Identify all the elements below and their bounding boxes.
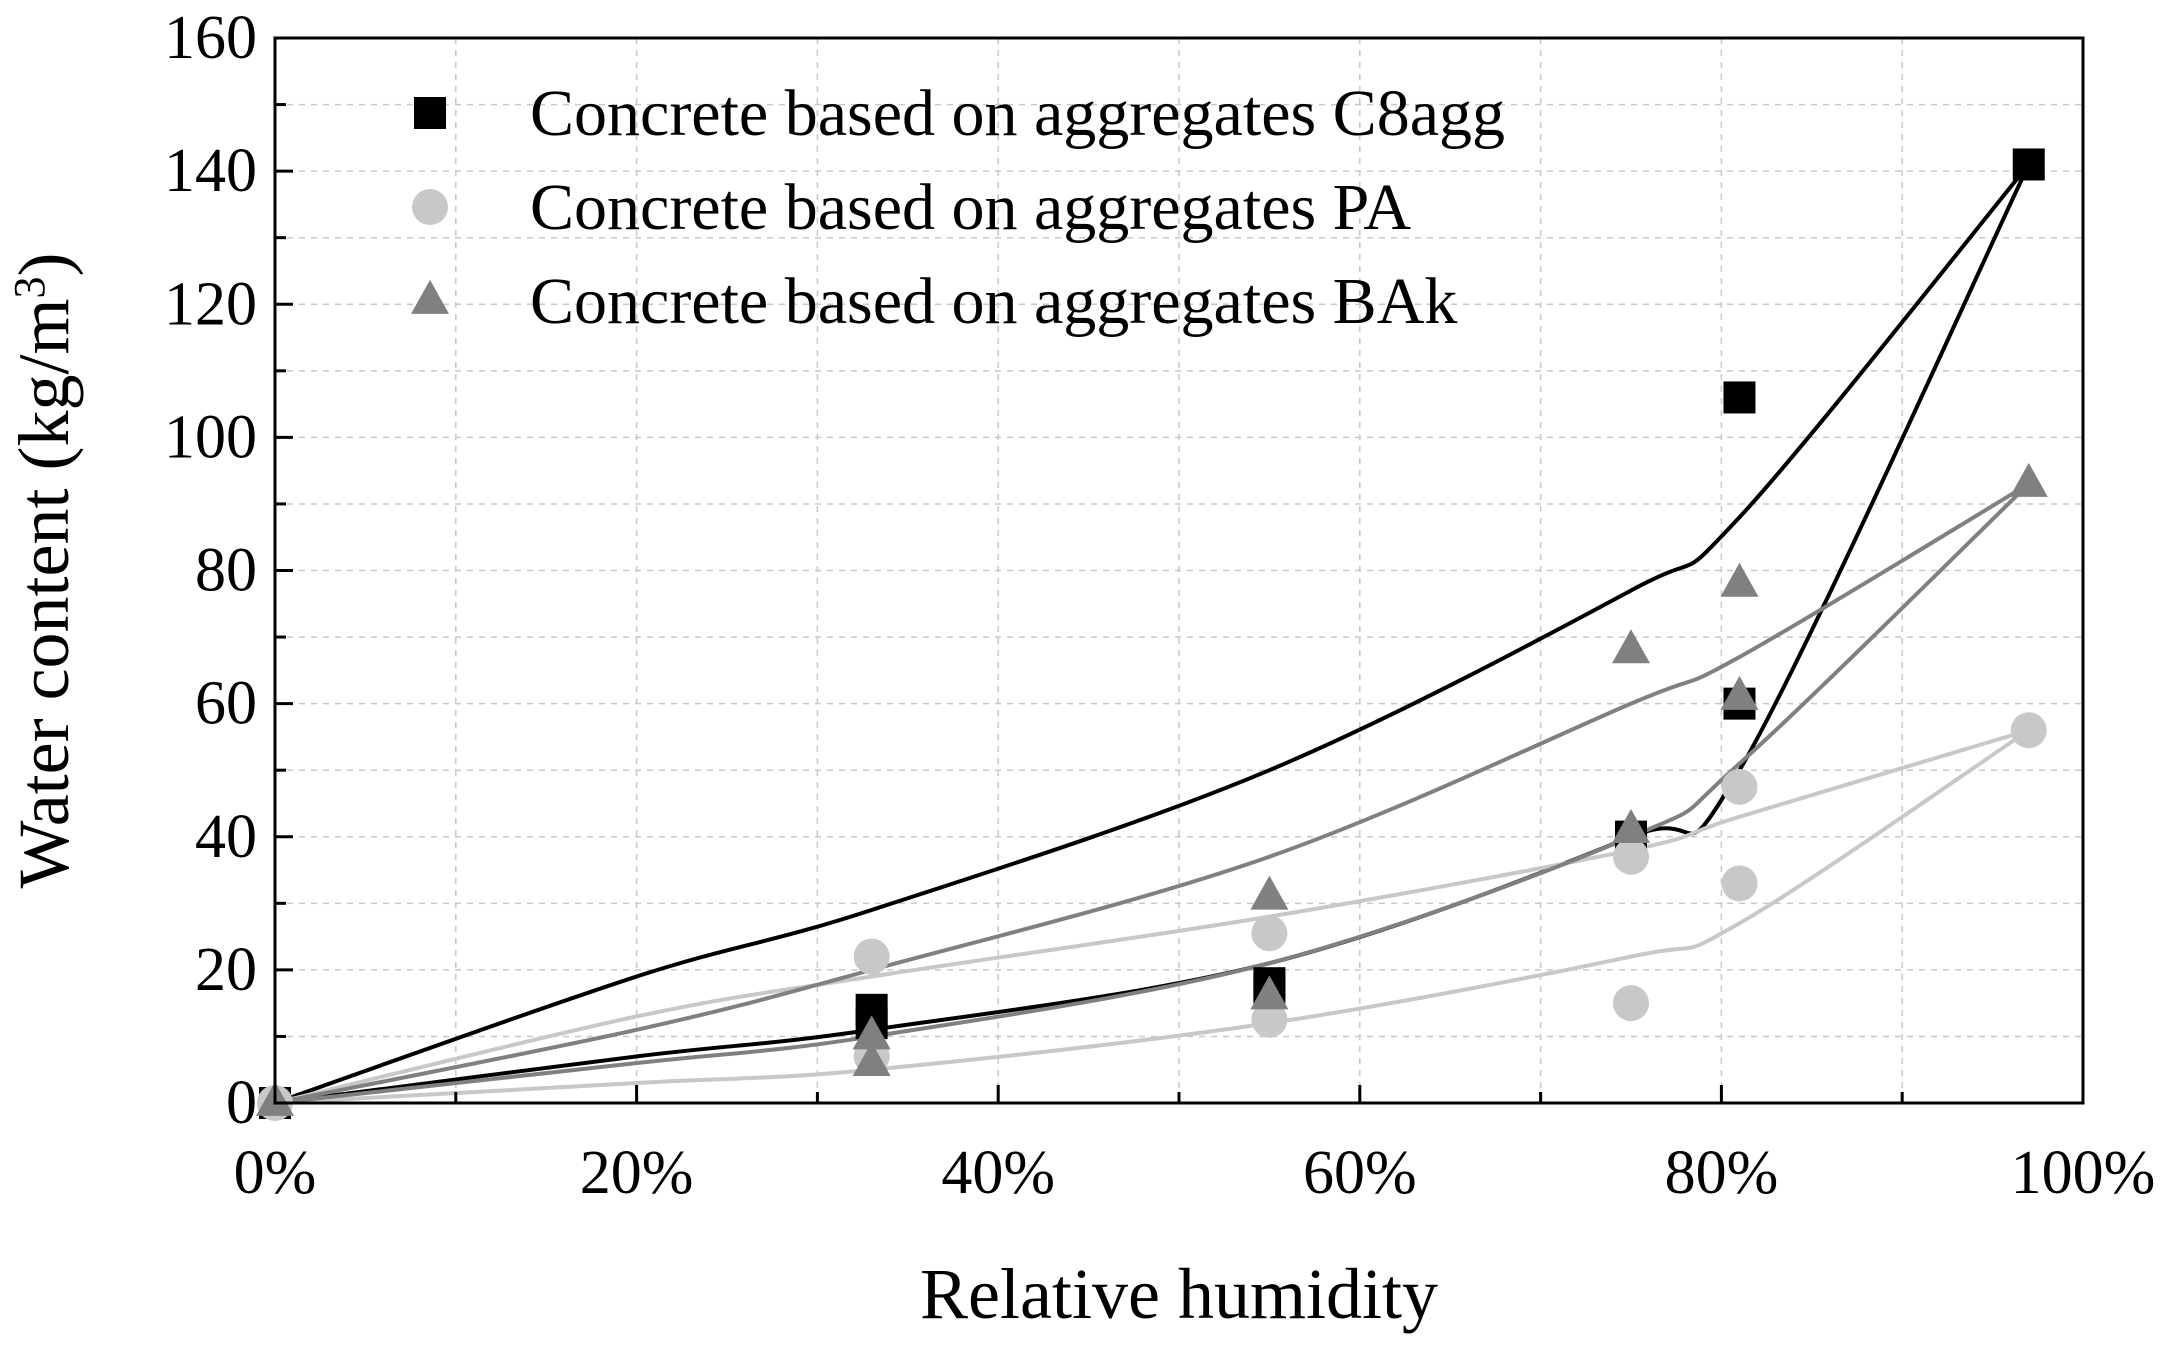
y-tick-label: 80 bbox=[195, 537, 257, 605]
y-axis-title-main: Water content (kg/m bbox=[4, 298, 84, 888]
series-3-point bbox=[1250, 975, 1289, 1010]
legend-label-2: Concrete based on aggregates PA bbox=[530, 171, 1411, 244]
legend-marker-1 bbox=[414, 97, 446, 129]
series-2-point bbox=[1613, 838, 1649, 875]
series-1-point bbox=[1723, 381, 1756, 414]
y-tick-label: 160 bbox=[164, 4, 257, 72]
series-2-point bbox=[1613, 985, 1649, 1022]
x-tick-labels: 0% 20% 40% 60% 80% 100% bbox=[234, 1139, 2156, 1207]
y-tick-label: 120 bbox=[164, 270, 257, 338]
series-1-point bbox=[2012, 148, 2045, 181]
grid bbox=[275, 38, 2083, 1103]
legend: Concrete based on aggregates C8agg Concre… bbox=[411, 77, 1505, 338]
series-2-point bbox=[1251, 1001, 1288, 1038]
series-2-point bbox=[2010, 712, 2047, 749]
series-2-desorption-curve bbox=[274, 728, 2030, 1105]
series-3-sorption-curve bbox=[274, 482, 2031, 1105]
x-tick-label: 100% bbox=[2011, 1139, 2156, 1207]
series-3-point bbox=[1250, 875, 1289, 910]
x-tick-label: 60% bbox=[1303, 1139, 1417, 1207]
x-tick-label: 80% bbox=[1665, 1139, 1779, 1207]
series-2-sorption-curve bbox=[274, 728, 2030, 1105]
series-3-point bbox=[1720, 562, 1759, 597]
y-tick-label: 20 bbox=[195, 936, 257, 1004]
series-3-point bbox=[1612, 809, 1650, 844]
y-tick-label: 40 bbox=[195, 803, 257, 871]
series-3-point bbox=[852, 1015, 891, 1050]
y-axis-title-superscript: 3 bbox=[5, 276, 54, 298]
series-2-point bbox=[1251, 915, 1288, 952]
y-tick-labels: 0 20 40 60 80 100 120 140 160 bbox=[164, 4, 257, 1137]
x-tick-label: 40% bbox=[941, 1139, 1055, 1207]
legend-marker-3 bbox=[411, 279, 449, 314]
x-tick-label: 0% bbox=[234, 1139, 317, 1207]
series-3-point bbox=[2009, 462, 2048, 497]
series-2-point bbox=[1721, 768, 1758, 805]
legend-label-1: Concrete based on aggregates C8agg bbox=[530, 77, 1505, 150]
y-tick-label: 100 bbox=[164, 403, 257, 471]
series-3-point bbox=[1612, 629, 1650, 664]
x-axis-title: Relative humidity bbox=[920, 1254, 1438, 1334]
y-axis-title: Water content (kg/m3) bbox=[4, 253, 84, 889]
data-points bbox=[256, 148, 2048, 1121]
y-axis-title-close: ) bbox=[4, 253, 84, 277]
series-2-point bbox=[853, 938, 890, 975]
x-tick-label: 20% bbox=[580, 1139, 694, 1207]
legend-label-3: Concrete based on aggregates BAk bbox=[530, 265, 1457, 338]
axis-ticks bbox=[273, 36, 2085, 1105]
y-tick-label: 60 bbox=[195, 670, 257, 738]
y-tick-label: 140 bbox=[164, 137, 257, 205]
series-1-desorption-curve bbox=[274, 163, 2031, 1105]
series-3-point bbox=[852, 1041, 891, 1076]
series-2-point bbox=[1721, 865, 1758, 902]
y-tick-label: 0 bbox=[226, 1069, 257, 1137]
legend-marker-2 bbox=[412, 189, 448, 225]
series-3-desorption-curve bbox=[274, 482, 2030, 1105]
series-3-point bbox=[1720, 675, 1759, 710]
